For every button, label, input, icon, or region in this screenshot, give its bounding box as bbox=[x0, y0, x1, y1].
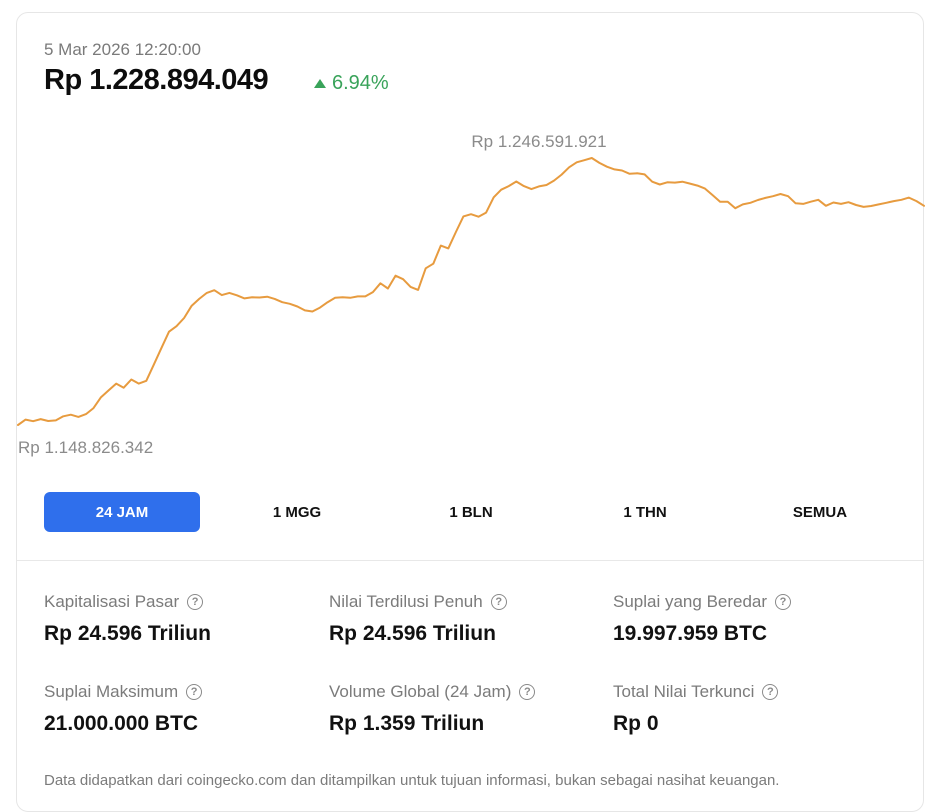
price-change-value: 6.94% bbox=[332, 72, 389, 94]
low-label: Rp 1.148.826.342 bbox=[18, 438, 153, 457]
range-24h-button[interactable]: 24 JAM bbox=[44, 492, 200, 532]
stat-value-circulating-supply: 19.997.959 BTC bbox=[613, 622, 768, 645]
stat-label-text: Volume Global (24 Jam) bbox=[329, 682, 512, 701]
current-price: Rp 1.228.894.049 bbox=[44, 64, 269, 96]
stat-value-max-supply: 21.000.000 BTC bbox=[44, 712, 199, 735]
range-selector: 24 JAM 1 MGG 1 BLN 1 THN SEMUA bbox=[44, 492, 904, 532]
stat-label-text: Total Nilai Terkunci bbox=[613, 682, 755, 701]
price-line bbox=[17, 157, 925, 426]
stat-value-fdv: Rp 24.596 Triliun bbox=[329, 622, 496, 645]
stat-label-fdv: Nilai Terdilusi Penuh ? bbox=[329, 592, 507, 612]
stat-value-tvl: Rp 0 bbox=[613, 712, 659, 735]
stat-label-text: Kapitalisasi Pasar bbox=[44, 592, 180, 611]
high-label: Rp 1.246.591.921 bbox=[471, 132, 606, 151]
question-circle-icon[interactable]: ? bbox=[490, 594, 507, 610]
stat-label-text: Nilai Terdilusi Penuh bbox=[329, 592, 483, 611]
price-chart: Rp 1.246.591.921 Rp 1.148.826.342 bbox=[17, 132, 925, 457]
question-circle-icon[interactable]: ? bbox=[187, 594, 204, 610]
stat-label-market-cap: Kapitalisasi Pasar ? bbox=[44, 592, 204, 612]
stat-label-tvl: Total Nilai Terkunci ? bbox=[613, 682, 779, 702]
divider bbox=[17, 560, 923, 561]
stat-label-text: Suplai Maksimum bbox=[44, 682, 179, 701]
price-change: 6.94% bbox=[314, 72, 389, 95]
question-circle-icon[interactable]: ? bbox=[775, 594, 792, 610]
stat-value-market-cap: Rp 24.596 Triliun bbox=[44, 622, 211, 645]
range-1y-button[interactable]: 1 THN bbox=[623, 503, 667, 521]
disclaimer-note: Data didapatkan dari coingecko.com dan d… bbox=[44, 772, 780, 789]
price-card bbox=[16, 12, 924, 812]
stat-label-max-supply: Suplai Maksimum ? bbox=[44, 682, 203, 702]
range-all-button[interactable]: SEMUA bbox=[792, 503, 848, 521]
stat-label-text: Suplai yang Beredar bbox=[613, 592, 768, 611]
question-circle-icon[interactable]: ? bbox=[762, 684, 779, 700]
triangle-up-icon bbox=[314, 79, 326, 88]
range-1w-button[interactable]: 1 MGG bbox=[272, 503, 322, 521]
stat-label-global-volume: Volume Global (24 Jam) ? bbox=[329, 682, 536, 702]
timestamp: 5 Mar 2026 12:20:00 bbox=[44, 40, 201, 59]
question-circle-icon[interactable]: ? bbox=[519, 684, 536, 700]
range-1m-button[interactable]: 1 BLN bbox=[449, 503, 493, 521]
stat-value-global-volume: Rp 1.359 Triliun bbox=[329, 712, 485, 735]
question-circle-icon[interactable]: ? bbox=[186, 684, 203, 700]
stat-label-circulating-supply: Suplai yang Beredar ? bbox=[613, 592, 792, 612]
